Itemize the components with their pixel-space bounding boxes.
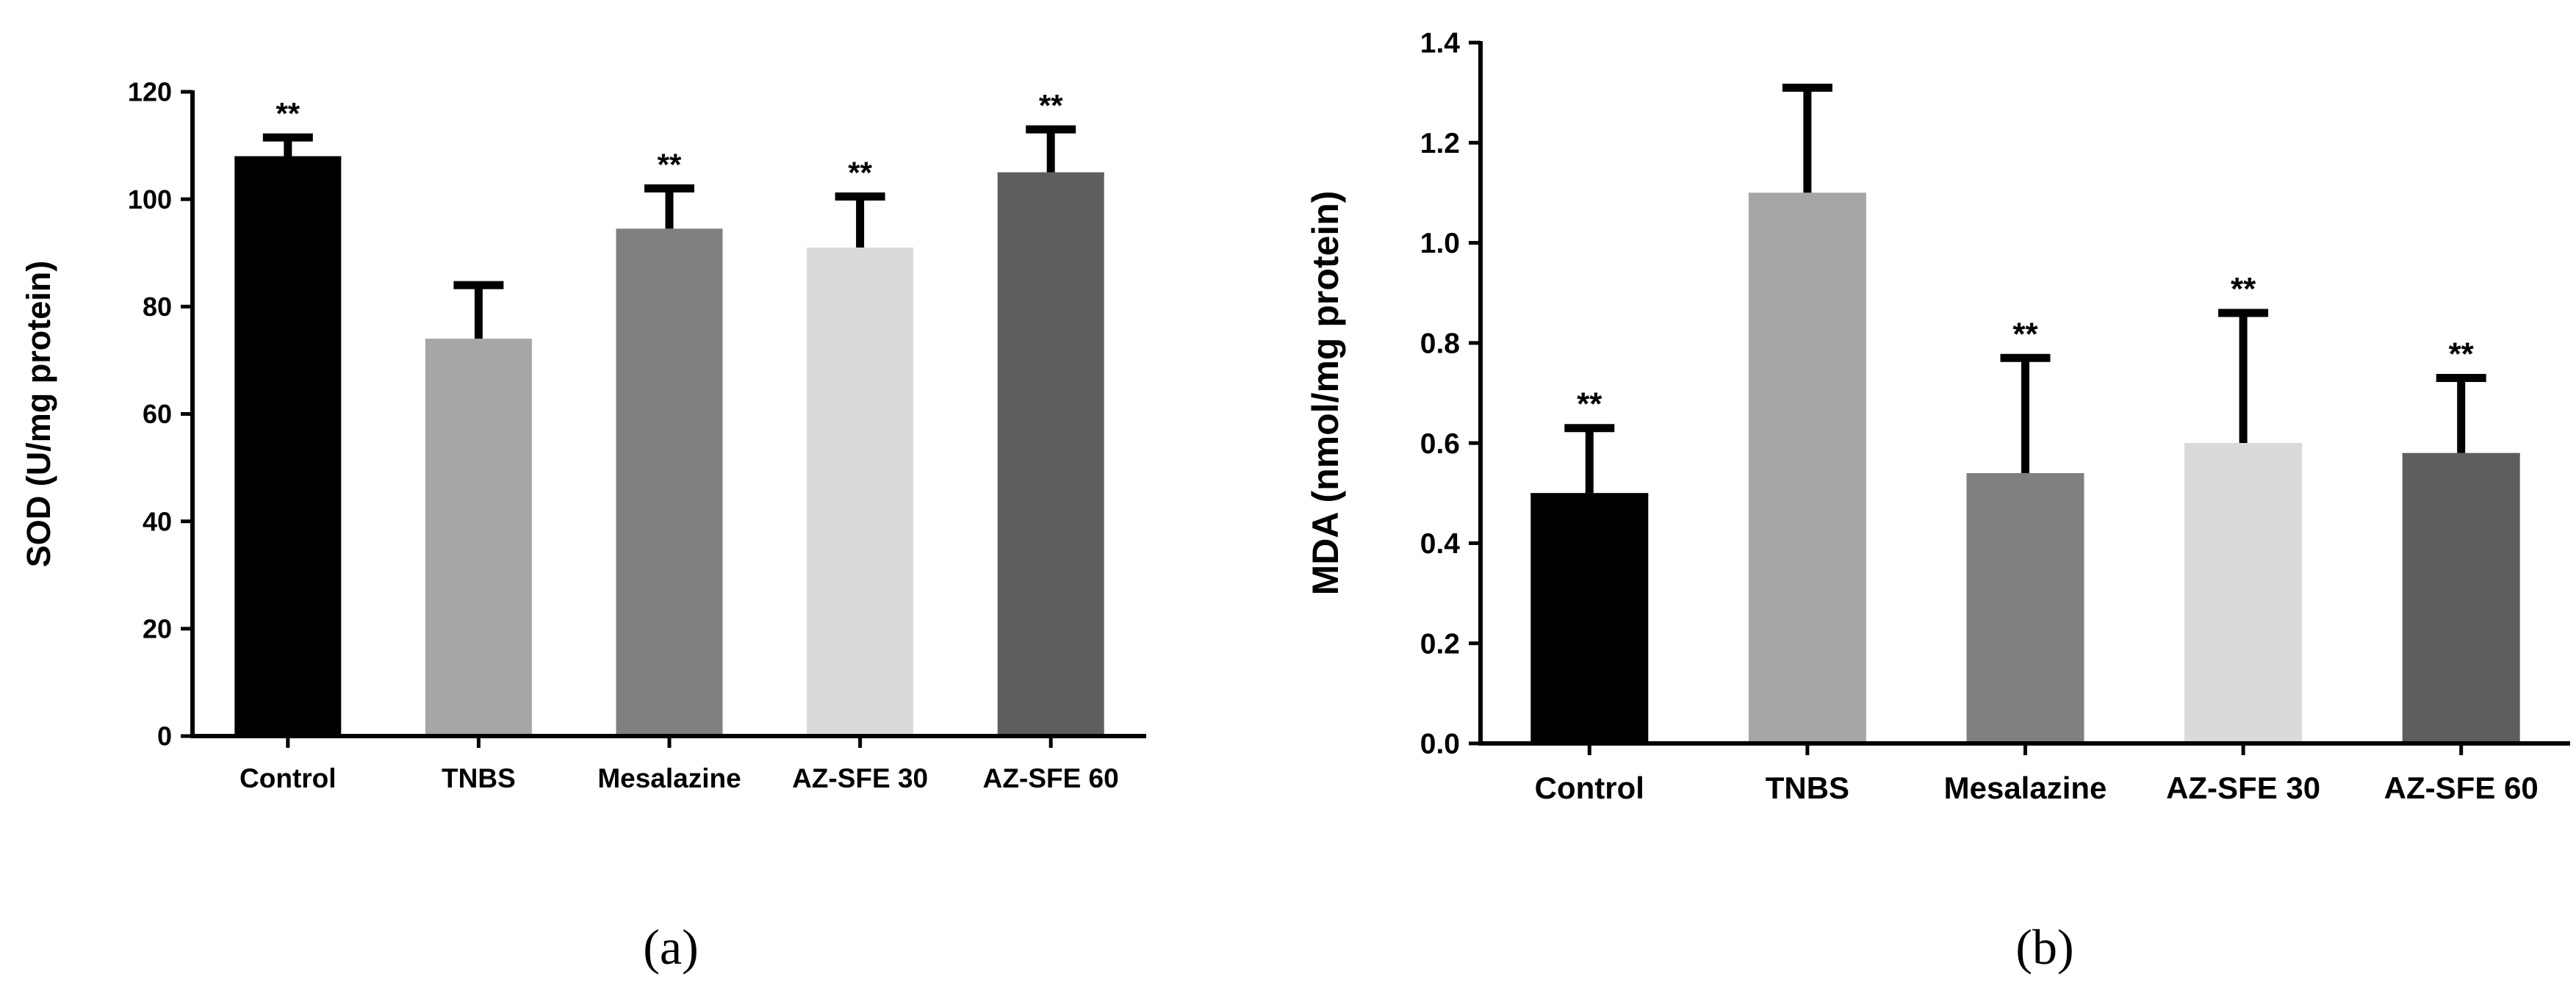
x-tick-label-az-sfe-30: AZ-SFE 30 [2166, 771, 2320, 805]
x-tick-label-az-sfe-60: AZ-SFE 60 [983, 763, 1119, 793]
bar-mesalazine [1966, 473, 2084, 743]
x-tick-label-az-sfe-60: AZ-SFE 60 [2384, 771, 2539, 805]
x-tick-label-mesalazine: Mesalazine [1944, 771, 2107, 805]
chart-panel-a: ** Control TNBS ** Mesalazine ** AZ-SFE 30 ** AZ… [20, 77, 1146, 975]
x-tick-label-mesalazine: Mesalazine [597, 763, 741, 793]
y-axis-label: MDA (nmol/mg protein) [1305, 191, 1346, 596]
x-tick-label-az-sfe-30: AZ-SFE 30 [792, 763, 928, 793]
y-tick-label: 100 [128, 184, 172, 215]
significance-mark-control: ** [276, 96, 300, 131]
bar-az-sfe-60 [997, 172, 1104, 736]
bar-tnbs [425, 339, 532, 736]
significance-mark-az-sfe-30: ** [848, 156, 872, 190]
significance-mark-control: ** [1577, 386, 1602, 422]
y-tick-label: 0.0 [1420, 729, 1460, 760]
y-tick-label: 40 [143, 506, 172, 536]
y-tick-label: 20 [143, 613, 172, 644]
chart-panel-b: ** Control TNBS ** Mesalazine ** AZ-SFE 30 ** AZ… [1305, 28, 2570, 975]
y-tick-label: 1.2 [1420, 128, 1460, 159]
y-tick-label: 0.8 [1420, 328, 1460, 360]
panel-label: (a) [643, 919, 698, 975]
bar-az-sfe-30 [807, 247, 914, 737]
significance-mark-mesalazine: ** [658, 148, 682, 182]
y-tick-label: 60 [143, 399, 172, 429]
y-tick-label: 0.4 [1420, 528, 1461, 560]
bar-az-sfe-30 [2184, 443, 2303, 743]
significance-mark-az-sfe-60: ** [2449, 336, 2475, 372]
bar-tnbs [1748, 192, 1866, 743]
panel-label: (b) [2015, 919, 2073, 975]
x-tick-label-tnbs: TNBS [442, 763, 516, 793]
bar-mesalazine [616, 228, 723, 736]
significance-mark-az-sfe-60: ** [1039, 88, 1063, 123]
y-tick-label: 0.2 [1420, 628, 1460, 660]
y-tick-label: 1.0 [1420, 228, 1460, 259]
significance-mark-mesalazine: ** [2012, 316, 2038, 352]
y-tick-label: 0.6 [1420, 428, 1460, 460]
y-tick-label: 120 [128, 77, 172, 107]
bar-control [234, 156, 342, 736]
y-tick-label: 80 [143, 292, 172, 322]
x-tick-label-tnbs: TNBS [1766, 771, 1849, 805]
bar-az-sfe-60 [2402, 453, 2520, 743]
y-tick-label: 1.4 [1420, 28, 1461, 60]
y-tick-label: 0 [157, 721, 172, 752]
bar-control [1530, 493, 1649, 743]
y-axis-label: SOD (U/mg protein) [20, 261, 57, 567]
significance-mark-az-sfe-30: ** [2231, 271, 2256, 307]
x-tick-label-control: Control [240, 763, 337, 793]
x-tick-label-control: Control [1535, 771, 1644, 805]
